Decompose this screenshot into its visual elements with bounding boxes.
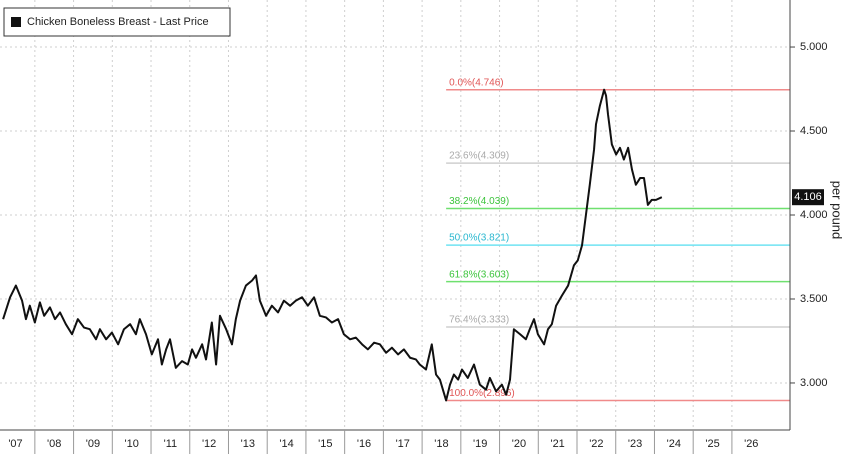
last-price-box <box>792 189 824 206</box>
fib-levels: 0.0%(4.746) 23.6%(4.309) 38.2%(4.039) 50.0%… <box>446 77 790 402</box>
x-tick-label: '17 <box>396 438 410 450</box>
x-tick-label: '12 <box>202 438 216 450</box>
y-tick-label: 4.000 <box>800 209 828 221</box>
x-tick-label: '23 <box>628 438 642 450</box>
y-axis-title: per pound <box>830 181 845 240</box>
x-tick-label: '22 <box>589 438 603 450</box>
x-tick-label: '10 <box>124 438 138 450</box>
y-tick-label: 5.000 <box>800 41 828 53</box>
x-tick-label: '08 <box>47 438 61 450</box>
fib-label: 23.6%(4.309) <box>449 151 509 162</box>
price-line <box>2 88 663 402</box>
fib-label: 38.2%(4.039) <box>449 196 509 207</box>
x-tick-label: '21 <box>550 438 564 450</box>
fib-label: 76.4%(3.333) <box>449 315 509 326</box>
fib-label: 100.0%(2.896) <box>449 388 515 399</box>
x-tick-label: '07 <box>8 438 22 450</box>
x-tick-label: '25 <box>705 438 719 450</box>
legend-box <box>3 7 231 37</box>
x-tick-label: '11 <box>164 438 178 450</box>
x-tick-label: '15 <box>318 438 332 450</box>
x-tick-label: '20 <box>512 438 526 450</box>
x-tick-label: '14 <box>279 438 293 450</box>
x-tick-label: '18 <box>434 438 448 450</box>
plot <box>2 88 663 402</box>
x-tick-label: '09 <box>86 438 100 450</box>
fib-label: 61.8%(3.603) <box>449 269 509 280</box>
legend-label: Chicken Boneless Breast - Last Price <box>27 16 209 28</box>
legend-swatch <box>11 17 21 27</box>
fib-label: 0.0%(4.746) <box>449 77 503 88</box>
y-tick-label: 3.500 <box>800 293 828 305</box>
grid <box>0 0 790 430</box>
x-tick-label: '19 <box>473 438 487 450</box>
x-tick-label: '24 <box>667 438 681 450</box>
last-price-label: 4.106 <box>794 191 822 203</box>
y-tick-label: 3.000 <box>800 377 828 389</box>
x-tick-label: '13 <box>241 438 255 450</box>
x-tick-label: '16 <box>357 438 371 450</box>
y-tick-label: 4.500 <box>800 125 828 137</box>
x-tick-label: '26 <box>744 438 758 450</box>
fib-label: 50.0%(3.821) <box>449 233 509 244</box>
